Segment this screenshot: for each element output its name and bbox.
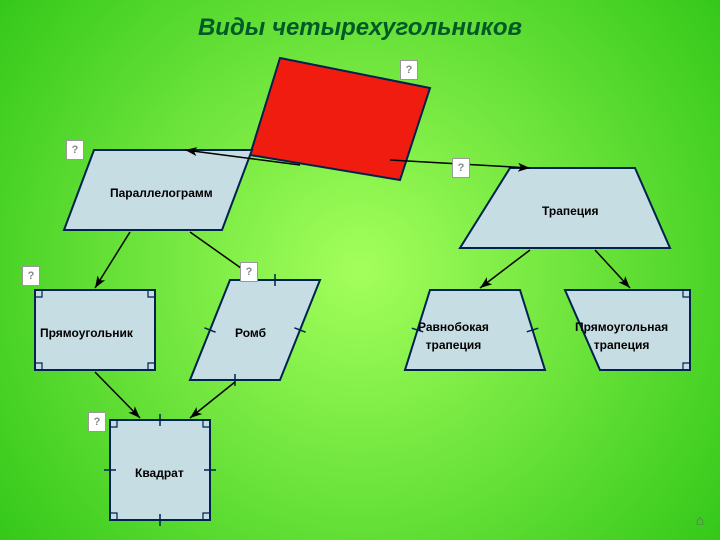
hint-button-3[interactable]: ? xyxy=(22,266,40,286)
label-parallelogram: Параллелограмм xyxy=(110,186,213,200)
edge xyxy=(595,250,630,288)
home-icon[interactable]: ⌂ xyxy=(690,510,710,530)
label-square: Квадрат xyxy=(135,466,184,480)
label-iso_trap: Равнобокаятрапеция xyxy=(418,318,489,354)
page-title: Виды четырехугольников xyxy=(0,14,720,42)
hint-button-1[interactable]: ? xyxy=(66,140,84,160)
diagram-canvas: Виды четырехугольников ⌂ Параллелограмм Т… xyxy=(0,0,720,540)
label-rectangle: Прямоугольник xyxy=(40,326,133,340)
diagram-svg xyxy=(0,0,720,540)
edge xyxy=(190,382,235,418)
label-trapezoid: Трапеция xyxy=(542,204,599,218)
label-rhombus: Ромб xyxy=(235,326,266,340)
edge xyxy=(480,250,530,288)
label-right_trap: Прямоугольнаятрапеция xyxy=(575,318,668,354)
hint-button-5[interactable]: ? xyxy=(88,412,106,432)
hint-button-2[interactable]: ? xyxy=(452,158,470,178)
edge xyxy=(95,232,130,288)
hint-button-0[interactable]: ? xyxy=(400,60,418,80)
hint-button-4[interactable]: ? xyxy=(240,262,258,282)
